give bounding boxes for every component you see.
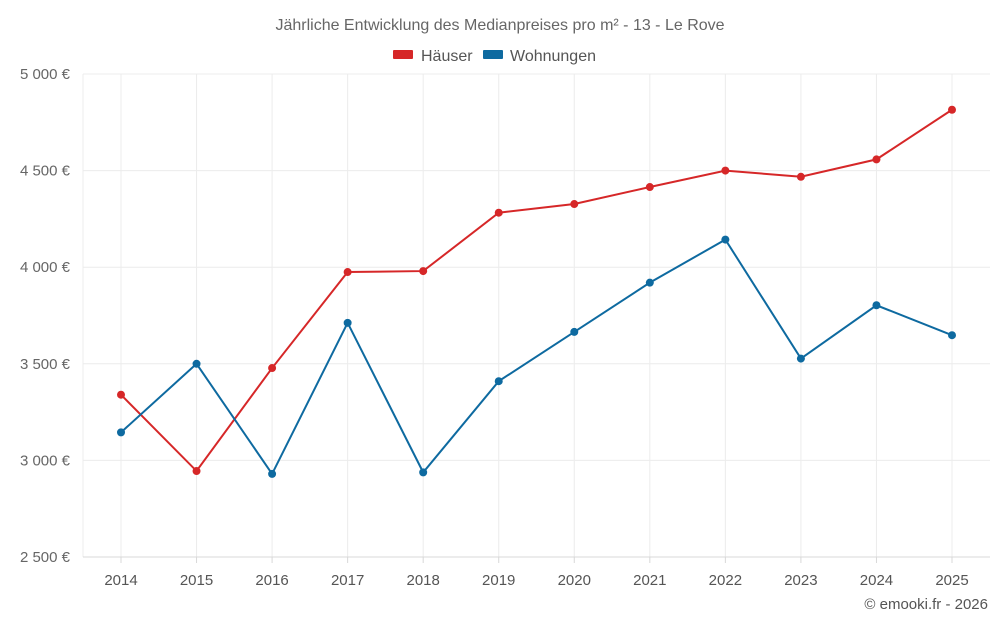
data-point-wohnungen[interactable] [117, 428, 125, 437]
data-point-haeuser[interactable] [872, 155, 881, 164]
y-axis-ticks: 2 500 € 3 000 € 3 500 € 4 000 € 4 500 € 5 000… [20, 66, 71, 566]
data-point-haeuser[interactable] [192, 467, 201, 476]
data-point-haeuser[interactable] [343, 268, 352, 277]
x-tick-label: 2020 [558, 572, 591, 589]
data-point-haeuser[interactable] [117, 390, 125, 399]
credit-text: © emooki.fr - 2026 [864, 596, 988, 613]
legend-label: Wohnungen [510, 48, 596, 65]
y-tick-label: 2 500 € [20, 549, 71, 566]
data-point-haeuser[interactable] [948, 105, 956, 114]
grid [82, 73, 990, 558]
series-line-haeuser [120, 108, 953, 473]
x-tick-label: 2023 [784, 572, 817, 589]
data-point-wohnungen[interactable] [872, 301, 881, 310]
data-point-haeuser[interactable] [419, 267, 428, 276]
y-tick-label: 3 000 € [20, 452, 71, 469]
series-line-wohnungen [120, 238, 953, 476]
data-point-wohnungen[interactable] [494, 377, 503, 386]
x-tick-label: 2015 [180, 572, 213, 589]
x-tick-label: 2025 [935, 572, 968, 589]
x-tick-label: 2016 [255, 572, 288, 589]
x-tick-label: 2017 [331, 572, 364, 589]
y-tick-label: 5 000 € [20, 66, 71, 83]
legend-swatch [393, 50, 413, 59]
x-axis-ticks: 2014 2015 2016 2017 2018 2019 2020 2021 2022 2023… [104, 557, 969, 589]
data-point-wohnungen[interactable] [192, 359, 201, 368]
x-tick-label: 2014 [104, 572, 137, 589]
x-tick-label: 2021 [633, 572, 666, 589]
legend-item-wohnungen[interactable]: Wohnungen [483, 48, 596, 65]
x-tick-label: 2024 [860, 572, 893, 589]
legend-swatch [483, 50, 503, 59]
data-point-haeuser[interactable] [570, 200, 579, 209]
data-point-wohnungen[interactable] [721, 235, 730, 244]
data-point-haeuser[interactable] [796, 172, 805, 181]
x-tick-label: 2019 [482, 572, 515, 589]
data-point-wohnungen[interactable] [645, 278, 654, 287]
legend-item-haeuser[interactable]: Häuser [393, 48, 473, 65]
data-point-haeuser[interactable] [494, 208, 503, 217]
data-point-haeuser[interactable] [268, 364, 277, 373]
y-tick-label: 3 500 € [20, 356, 71, 373]
data-point-wohnungen[interactable] [343, 318, 352, 327]
data-point-wohnungen[interactable] [796, 354, 805, 363]
y-tick-label: 4 000 € [20, 259, 71, 276]
legend-label: Häuser [421, 48, 473, 65]
data-point-wohnungen[interactable] [948, 331, 956, 340]
data-point-wohnungen[interactable] [419, 468, 428, 477]
data-point-haeuser[interactable] [645, 183, 654, 192]
series-group [117, 105, 956, 478]
data-point-wohnungen[interactable] [570, 327, 579, 336]
legend: Häuser Wohnungen [393, 48, 596, 65]
chart-title: Jährliche Entwicklung des Medianpreises … [275, 17, 724, 34]
data-point-wohnungen[interactable] [268, 469, 277, 478]
x-tick-label: 2018 [406, 572, 439, 589]
x-tick-label: 2022 [709, 572, 742, 589]
data-point-haeuser[interactable] [721, 166, 730, 175]
y-tick-label: 4 500 € [20, 163, 71, 180]
